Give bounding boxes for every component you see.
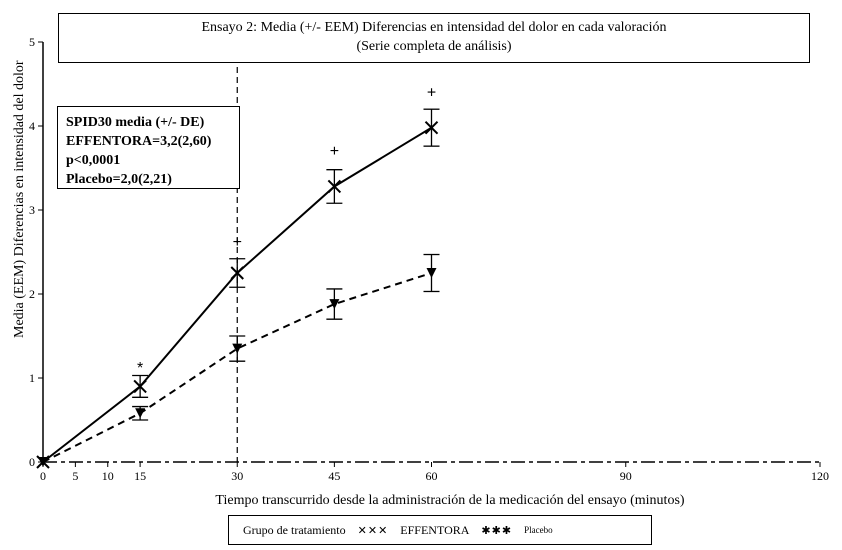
y-tick-label: 4 <box>29 119 35 133</box>
axes <box>42 42 820 463</box>
point-cross <box>424 120 439 135</box>
x-tick-label: 45 <box>328 469 340 483</box>
legend-marker-placebo: ✱✱✱ <box>481 524 513 537</box>
data-point <box>232 343 243 354</box>
annotation-box: SPID30 media (+/- DE) EFFENTORA=3,2(2,60… <box>57 106 240 189</box>
point-cross <box>133 379 147 394</box>
data-point <box>329 299 340 310</box>
point-cross <box>327 179 342 194</box>
chart-title: Ensayo 2: Media (+/- EEM) Diferencias en… <box>201 20 667 35</box>
series-group <box>36 108 440 469</box>
y-tick-label: 5 <box>29 35 35 49</box>
y-tick-label: 2 <box>29 287 35 301</box>
y-tick-label: 0 <box>29 455 35 469</box>
y-tick-label: 1 <box>29 371 35 385</box>
y-tick-label: 3 <box>29 203 35 217</box>
legend-marker-effentora: ✕✕✕ <box>357 524 389 537</box>
x-tick-label: 15 <box>134 469 146 483</box>
data-point <box>426 268 437 278</box>
significance-marker: + <box>233 234 242 251</box>
x-tick-label: 10 <box>102 469 114 483</box>
significance-marker: + <box>330 143 339 160</box>
series-line-placebo <box>42 272 432 463</box>
x-tick-label: 5 <box>72 469 78 483</box>
legend-title: Grupo de tratamiento <box>243 522 346 537</box>
data-point <box>133 379 147 394</box>
x-tick-label: 120 <box>811 469 829 483</box>
data-point <box>38 457 48 467</box>
data-point <box>424 120 439 135</box>
legend-label-effentora: EFFENTORA <box>400 522 470 537</box>
title-box: Ensayo 2: Media (+/- EEM) Diferencias en… <box>58 13 810 63</box>
series-placebo <box>38 253 440 467</box>
annotation-line-3: Placebo=2,0(2,21) <box>66 172 172 187</box>
x-tick-label: 0 <box>40 469 46 483</box>
significance-marker: * <box>137 360 143 377</box>
significance-markers: * + + + <box>137 84 436 377</box>
data-point <box>230 266 244 280</box>
legend: Grupo de tratamiento ✕✕✕ EFFENTORA ✱✱✱ P… <box>228 515 652 545</box>
annotation-line-1: SPID30 media (+/- DE) <box>66 115 205 130</box>
annotation-line-2: EFFENTORA=3,2(2,60) p<0,0001 <box>66 134 212 168</box>
x-tick-label: 60 <box>426 469 438 483</box>
legend-label-placebo: Placebo <box>524 525 553 535</box>
x-tick-label: 30 <box>231 469 243 483</box>
x-axis-label: Tiempo transcurrido desde la administrac… <box>215 493 685 508</box>
chart-subtitle: (Serie completa de análisis) <box>356 39 512 54</box>
data-point <box>327 179 342 194</box>
y-axis-label: Media (EEM) Diferencias en intensidad de… <box>12 60 27 338</box>
point-cross <box>230 266 244 280</box>
x-tick-label: 90 <box>620 469 632 483</box>
significance-marker: + <box>427 84 436 101</box>
data-point <box>135 408 146 419</box>
